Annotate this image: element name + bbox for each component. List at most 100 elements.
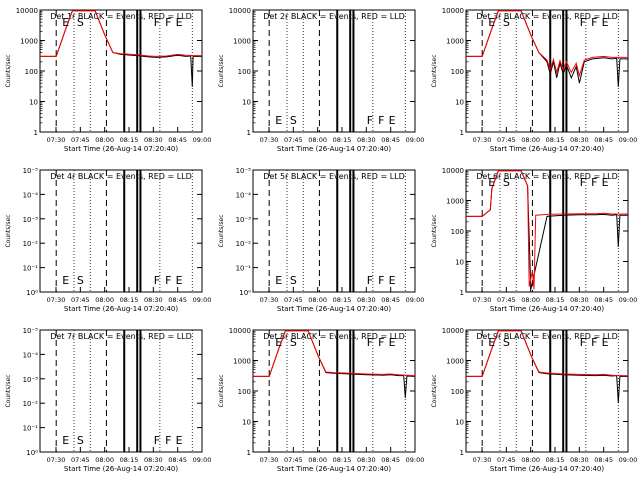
- y-axis-label: Counts/sec: [218, 214, 225, 247]
- panel-det-9: Det 9r BLACK = Events, RED = LLD 1 10 100 10…: [431, 327, 637, 473]
- marker-f: F: [378, 114, 384, 127]
- y-tick-label: 10⁻²: [23, 240, 39, 248]
- marker-s: S: [290, 336, 297, 349]
- marker-e: E: [275, 114, 282, 127]
- y-tick-label: 1: [247, 449, 251, 457]
- marker-f: F: [591, 176, 597, 189]
- marker-f: F: [580, 16, 586, 29]
- x-axis-label: Start Time (26-Aug-14 07:20:40): [490, 305, 604, 313]
- x-tick-label: 07:45: [71, 456, 90, 464]
- y-tick-label: 1: [247, 129, 251, 137]
- x-tick-label: 08:45: [381, 136, 400, 144]
- y-tick-label: 10⁻¹: [236, 265, 252, 273]
- x-tick-label: 08:00: [308, 296, 327, 304]
- marker-e: E: [602, 16, 609, 29]
- y-tick-label: 100: [238, 388, 251, 396]
- x-tick-label: 07:30: [260, 456, 279, 464]
- marker-f: F: [154, 274, 160, 287]
- x-tick-label: 07:45: [284, 296, 303, 304]
- x-tick-label: 08:30: [357, 456, 376, 464]
- panel-frame: [39, 329, 203, 453]
- y-tick-label: 10000: [229, 7, 251, 15]
- x-tick-label: 07:30: [260, 136, 279, 144]
- marker-s: S: [77, 16, 84, 29]
- x-tick-label: 08:30: [144, 296, 163, 304]
- y-tick-label: 1: [460, 449, 464, 457]
- x-tick-label: 08:00: [521, 296, 540, 304]
- y-tick-label: 10000: [16, 7, 38, 15]
- marker-s: S: [290, 274, 297, 287]
- x-tick-label: 08:15: [546, 456, 565, 464]
- y-tick-label: 10: [242, 419, 251, 427]
- y-tick-label: 1000: [446, 38, 464, 46]
- marker-f: F: [367, 114, 373, 127]
- x-tick-label: 08:30: [357, 136, 376, 144]
- panel-det-5: Det 5r BLACK = Events, RED = LLD 10⁰ 10⁻¹ 1…: [218, 167, 424, 313]
- x-tick-label: 08:15: [546, 296, 565, 304]
- marker-s: S: [290, 114, 297, 127]
- x-axis-label: Start Time (26-Aug-14 07:20:40): [277, 305, 391, 313]
- x-tick-label: 08:15: [333, 136, 352, 144]
- x-tick-label: 09:00: [193, 456, 212, 464]
- panel-title: Det 5r BLACK = Events, RED = LLD: [263, 172, 405, 181]
- x-tick-label: 08:45: [168, 136, 187, 144]
- marker-e: E: [389, 274, 396, 287]
- panel-title: Det 8r BLACK = Events, RED = LLD: [263, 332, 405, 341]
- y-tick-label: 10⁻³: [236, 216, 252, 224]
- x-tick-label: 08:15: [546, 136, 565, 144]
- y-tick-label: 10⁻⁴: [236, 191, 252, 199]
- x-tick-label: 08:30: [144, 456, 163, 464]
- panel-title: Det 6r BLACK = Events, RED = LLD: [476, 172, 618, 181]
- x-tick-label: 07:45: [284, 456, 303, 464]
- y-tick-label: 100: [238, 68, 251, 76]
- x-tick-label: 08:45: [381, 456, 400, 464]
- y-tick-label: 1: [460, 289, 464, 297]
- x-tick-label: 08:15: [120, 456, 139, 464]
- y-tick-label: 10⁻³: [23, 216, 39, 224]
- y-axis-label: Counts/sec: [5, 54, 12, 87]
- panel-title: Det 2r BLACK = Events, RED = LLD: [263, 12, 405, 21]
- x-tick-label: 07:30: [47, 296, 66, 304]
- x-tick-label: 07:30: [47, 136, 66, 144]
- x-tick-label: 08:30: [144, 136, 163, 144]
- x-tick-label: 08:45: [594, 456, 613, 464]
- panel-frame: [252, 169, 416, 293]
- panel-title: Det 4r BLACK = Events, RED = LLD: [50, 172, 192, 181]
- y-tick-label: 10⁻⁵: [23, 327, 39, 335]
- x-tick-label: 08:45: [168, 296, 187, 304]
- panel-det-8: Det 8r BLACK = Events, RED = LLD 1 10 100 10…: [218, 327, 424, 473]
- marker-s: S: [503, 16, 510, 29]
- y-tick-label: 1000: [233, 358, 251, 366]
- x-axis-label: Start Time (26-Aug-14 07:20:40): [64, 465, 178, 473]
- marker-e: E: [275, 274, 282, 287]
- y-tick-label: 10: [455, 99, 464, 107]
- x-tick-label: 09:00: [619, 296, 638, 304]
- panel-title: Det 1r BLACK = Events, RED = LLD: [50, 12, 192, 21]
- marker-f: F: [154, 16, 160, 29]
- panel-det-7: Det 7r BLACK = Events, RED = LLD 10⁰ 10⁻¹ 1…: [5, 327, 211, 473]
- y-tick-label: 1000: [233, 38, 251, 46]
- y-tick-label: 1000: [20, 38, 38, 46]
- panel-title: Det 7r BLACK = Events, RED = LLD: [50, 332, 192, 341]
- x-tick-label: 08:00: [95, 136, 114, 144]
- marker-f: F: [367, 274, 373, 287]
- x-tick-label: 07:45: [71, 136, 90, 144]
- marker-e: E: [602, 176, 609, 189]
- x-tick-label: 09:00: [619, 456, 638, 464]
- y-tick-label: 100: [451, 68, 464, 76]
- marker-e: E: [62, 434, 69, 447]
- marker-e: E: [62, 16, 69, 29]
- y-tick-label: 10: [29, 99, 38, 107]
- x-tick-label: 07:30: [260, 296, 279, 304]
- y-tick-label: 1: [460, 129, 464, 137]
- marker-s: S: [503, 336, 510, 349]
- marker-e: E: [62, 274, 69, 287]
- y-tick-label: 10: [455, 259, 464, 267]
- marker-e: E: [389, 336, 396, 349]
- x-tick-label: 08:15: [120, 296, 139, 304]
- y-tick-label: 10⁰: [239, 289, 251, 297]
- x-tick-label: 07:45: [497, 136, 516, 144]
- y-tick-label: 10000: [442, 167, 464, 175]
- x-tick-label: 08:15: [120, 136, 139, 144]
